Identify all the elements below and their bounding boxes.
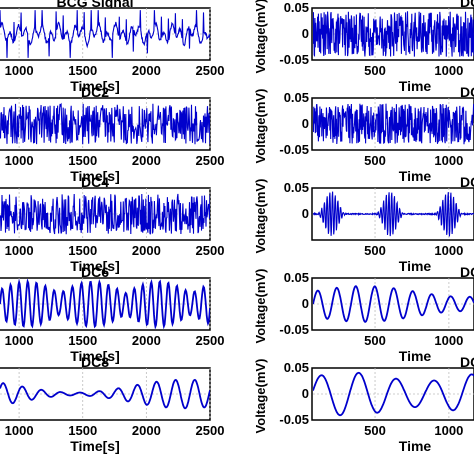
series-line <box>0 378 210 410</box>
y-tick-label: 0 <box>302 386 309 401</box>
y-axis-label: Voltage(mV) <box>253 89 268 164</box>
series-line <box>313 285 474 323</box>
x-tick-label: 2500 <box>196 423 225 438</box>
y-tick-label: 0 <box>302 206 309 221</box>
series-line <box>0 10 210 58</box>
subplot-title: DC2 <box>81 84 109 100</box>
x-tick-label: 1500 <box>68 333 97 348</box>
x-axis-label: Time <box>399 438 432 454</box>
x-tick-label: 2000 <box>132 63 161 78</box>
series-line <box>0 193 210 235</box>
subplot-title: DC <box>460 84 474 100</box>
subplot-6: DC 500 1000 0.05 0 Time Voltage(mV) <box>253 174 474 274</box>
subplot-9: DC8 1000 1500 2000 2500 Time[s] <box>0 354 224 454</box>
x-tick-label: 2500 <box>196 63 225 78</box>
x-tick-label: 1000 <box>5 153 34 168</box>
y-tick-label: -0.05 <box>279 412 309 427</box>
subplot-title: DC <box>460 354 474 370</box>
x-axis-label: Time[s] <box>70 258 120 274</box>
x-tick-label: 500 <box>364 333 386 348</box>
x-tick-label: 1000 <box>5 243 34 258</box>
y-tick-label: -0.05 <box>279 322 309 337</box>
y-axis-label: Voltage(mV) <box>253 0 268 73</box>
y-tick-label: -0.05 <box>279 142 309 157</box>
series-line <box>313 11 474 58</box>
x-tick-label: 500 <box>364 153 386 168</box>
y-tick-label: 0.05 <box>284 180 309 195</box>
subplot-4: DC 500 1000 0.05 0 -0.05 Time Voltage(mV) <box>253 84 474 184</box>
subplot-title: BCG Signal <box>56 0 133 10</box>
x-tick-label: 1500 <box>68 423 97 438</box>
y-tick-label: 0.05 <box>284 360 309 375</box>
subplot-10: DC 500 1000 0.05 0 -0.05 Time Voltage(mV) <box>253 354 474 454</box>
y-tick-label: -0.05 <box>279 52 309 67</box>
x-tick-label: 2500 <box>196 243 225 258</box>
series-line <box>0 102 210 145</box>
x-tick-label: 1000 <box>434 243 463 258</box>
subplot-2: DC 500 1000 0.05 0 -0.05 Time Voltage(mV) <box>253 0 474 94</box>
x-tick-label: 2000 <box>132 153 161 168</box>
x-tick-label: 1500 <box>68 243 97 258</box>
x-tick-label: 1000 <box>5 63 34 78</box>
series-line <box>313 103 474 145</box>
x-axis-label: Time[s] <box>70 348 120 364</box>
x-tick-label: 500 <box>364 423 386 438</box>
subplot-5: DC4 1000 1500 2000 2500 Time[s] <box>0 174 224 274</box>
subplot-title: DC <box>460 264 474 280</box>
x-tick-label: 1000 <box>434 153 463 168</box>
x-tick-label: 1000 <box>434 423 463 438</box>
x-axis-label: Time[s] <box>70 438 120 454</box>
x-tick-label: 1000 <box>434 333 463 348</box>
y-tick-label: 0.05 <box>284 0 309 15</box>
subplot-8: DC 500 1000 0.05 0 -0.05 Time Voltage(mV) <box>253 264 474 364</box>
subplot-title: DC <box>460 174 474 190</box>
x-tick-label: 1000 <box>5 423 34 438</box>
subplot-title: DC4 <box>81 174 109 190</box>
x-tick-label: 2500 <box>196 153 225 168</box>
y-tick-label: 0.05 <box>284 270 309 285</box>
series-line <box>313 191 474 237</box>
x-tick-label: 1500 <box>68 63 97 78</box>
x-tick-label: 2500 <box>196 333 225 348</box>
x-axis-label: Time <box>399 168 432 184</box>
x-axis-label: Time[s] <box>70 168 120 184</box>
y-tick-label: 0.05 <box>284 90 309 105</box>
x-tick-label: 2000 <box>132 243 161 258</box>
x-tick-label: 500 <box>364 243 386 258</box>
subplot-title: DC <box>460 0 474 10</box>
series-line <box>313 371 474 417</box>
x-axis-label: Time <box>399 78 432 94</box>
x-tick-label: 1500 <box>68 153 97 168</box>
x-axis-label: Time <box>399 258 432 274</box>
subplot-7: DC6 1000 1500 2000 2500 Time[s] <box>0 264 224 364</box>
x-axis-label: Time[s] <box>70 78 120 94</box>
y-tick-label: 0 <box>302 116 309 131</box>
y-axis-label: Voltage(mV) <box>253 179 268 254</box>
subplot-title: DC8 <box>81 354 109 370</box>
x-tick-label: 2000 <box>132 333 161 348</box>
x-tick-label: 1000 <box>5 333 34 348</box>
x-tick-label: 1000 <box>434 63 463 78</box>
subplot-3: DC2 1000 1500 2000 2500 Time[s] <box>0 84 224 184</box>
y-tick-label: 0 <box>302 296 309 311</box>
x-axis-label: Time <box>399 348 432 364</box>
x-tick-label: 500 <box>364 63 386 78</box>
y-tick-label: 0 <box>302 26 309 41</box>
series-line <box>0 279 210 329</box>
subplot-1: BCG Signal 1000 1500 2000 2500 Time[s] <box>0 0 224 94</box>
subplot-title: DC6 <box>81 264 109 280</box>
x-tick-label: 2000 <box>132 423 161 438</box>
y-axis-label: Voltage(mV) <box>253 269 268 344</box>
y-axis-label: Voltage(mV) <box>253 359 268 434</box>
